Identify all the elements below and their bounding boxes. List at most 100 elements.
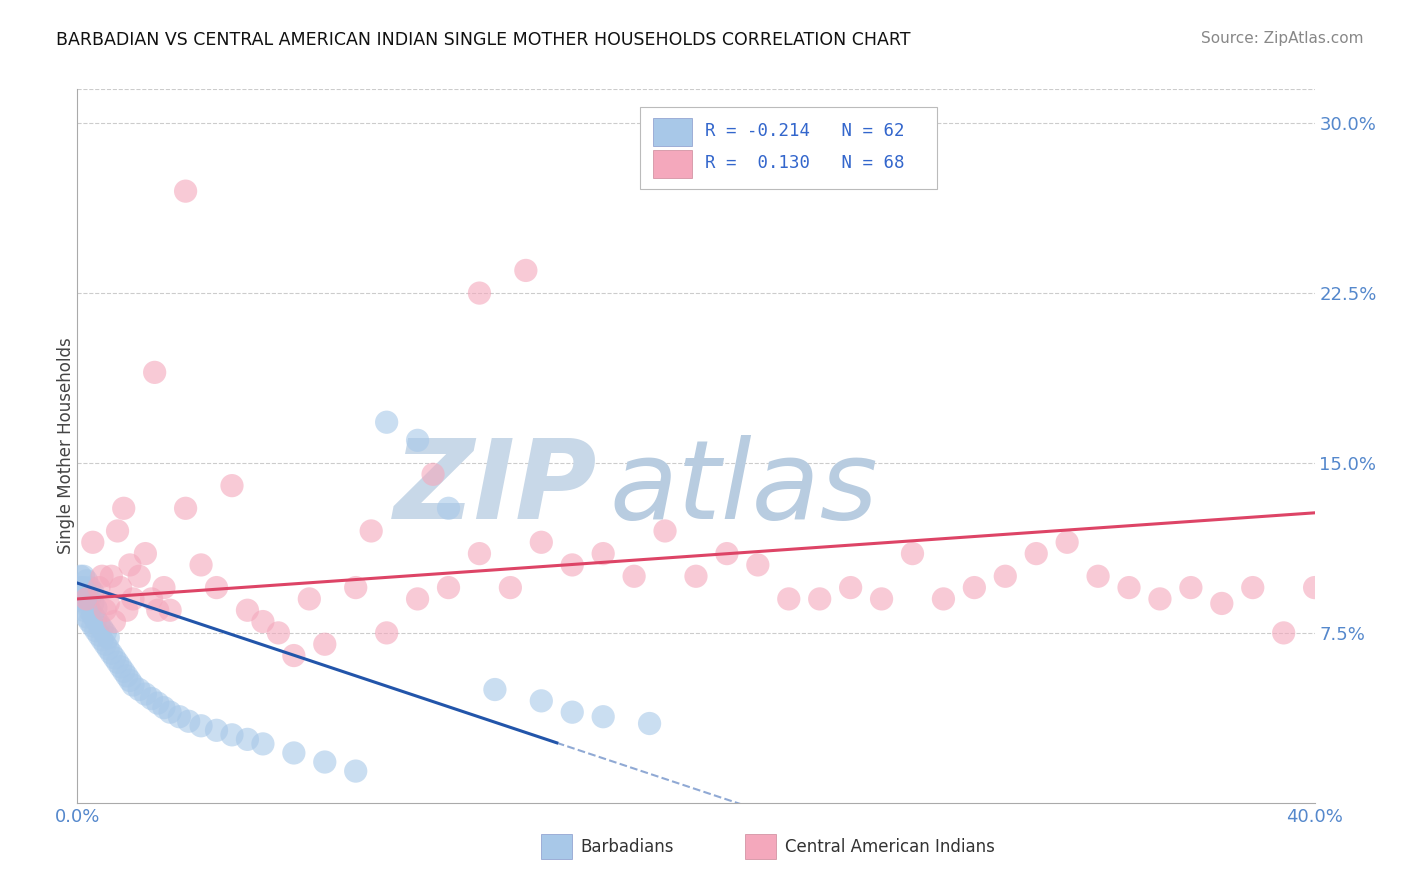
- Point: [592, 547, 614, 561]
- Point: [82, 607, 104, 622]
- Point: [159, 603, 181, 617]
- Point: [76, 574, 98, 588]
- Point: [221, 478, 243, 492]
- Point: [146, 603, 169, 617]
- Point: [91, 569, 114, 583]
- FancyBboxPatch shape: [640, 107, 938, 189]
- Point: [654, 524, 676, 538]
- Point: [236, 603, 259, 617]
- Point: [205, 581, 228, 595]
- Text: R =  0.130   N = 68: R = 0.130 N = 68: [704, 154, 904, 172]
- Point: [97, 631, 120, 645]
- Point: [778, 591, 800, 606]
- Point: [82, 619, 104, 633]
- Text: Barbadians: Barbadians: [581, 838, 675, 855]
- Text: R = -0.214   N = 62: R = -0.214 N = 62: [704, 122, 904, 140]
- Point: [344, 581, 367, 595]
- Point: [283, 648, 305, 663]
- Point: [870, 591, 893, 606]
- Point: [515, 263, 537, 277]
- Point: [76, 610, 98, 624]
- Point: [118, 558, 141, 572]
- Bar: [652, 150, 692, 178]
- Point: [143, 365, 166, 379]
- Point: [82, 535, 104, 549]
- Point: [134, 547, 156, 561]
- Text: Central American Indians: Central American Indians: [785, 838, 994, 855]
- Point: [84, 601, 107, 615]
- Point: [91, 621, 114, 635]
- Point: [1056, 535, 1078, 549]
- Point: [87, 616, 110, 631]
- Point: [76, 597, 98, 611]
- Point: [103, 650, 125, 665]
- Point: [406, 591, 429, 606]
- Point: [561, 558, 583, 572]
- Point: [747, 558, 769, 572]
- Point: [638, 716, 661, 731]
- Text: Source: ZipAtlas.com: Source: ZipAtlas.com: [1201, 31, 1364, 46]
- Point: [252, 615, 274, 629]
- Point: [1180, 581, 1202, 595]
- Point: [1272, 626, 1295, 640]
- Y-axis label: Single Mother Households: Single Mother Households: [58, 338, 75, 554]
- Point: [91, 632, 114, 647]
- Point: [122, 678, 145, 692]
- Bar: [652, 118, 692, 146]
- Point: [177, 714, 200, 729]
- Point: [375, 626, 398, 640]
- Point: [159, 705, 181, 719]
- Point: [141, 591, 163, 606]
- Point: [97, 641, 120, 656]
- Point: [87, 581, 110, 595]
- Point: [94, 637, 117, 651]
- Point: [1149, 591, 1171, 606]
- Point: [1241, 581, 1264, 595]
- Point: [422, 467, 444, 482]
- Point: [87, 628, 110, 642]
- Point: [685, 569, 707, 583]
- Point: [406, 434, 429, 448]
- Point: [561, 705, 583, 719]
- Point: [76, 591, 98, 606]
- Point: [76, 585, 98, 599]
- Point: [72, 581, 94, 595]
- Point: [808, 591, 831, 606]
- Point: [174, 184, 197, 198]
- Point: [79, 615, 101, 629]
- Point: [994, 569, 1017, 583]
- Point: [236, 732, 259, 747]
- Point: [530, 535, 553, 549]
- Point: [82, 585, 104, 599]
- Point: [112, 665, 135, 679]
- Point: [174, 501, 197, 516]
- Point: [1087, 569, 1109, 583]
- Point: [314, 755, 336, 769]
- Point: [72, 569, 94, 583]
- Point: [94, 626, 117, 640]
- Point: [103, 615, 125, 629]
- Point: [190, 719, 212, 733]
- Point: [1118, 581, 1140, 595]
- Point: [82, 597, 104, 611]
- Point: [716, 547, 738, 561]
- Point: [79, 603, 101, 617]
- Point: [484, 682, 506, 697]
- Point: [69, 581, 91, 595]
- Point: [84, 612, 107, 626]
- Point: [115, 603, 138, 617]
- Point: [110, 660, 132, 674]
- Point: [360, 524, 382, 538]
- Point: [468, 286, 491, 301]
- Point: [153, 581, 176, 595]
- Point: [69, 591, 91, 606]
- Point: [100, 569, 122, 583]
- Point: [252, 737, 274, 751]
- Text: ZIP: ZIP: [394, 435, 598, 542]
- Point: [141, 691, 163, 706]
- Point: [107, 524, 129, 538]
- Point: [122, 591, 145, 606]
- Point: [530, 694, 553, 708]
- Point: [69, 569, 91, 583]
- Point: [267, 626, 290, 640]
